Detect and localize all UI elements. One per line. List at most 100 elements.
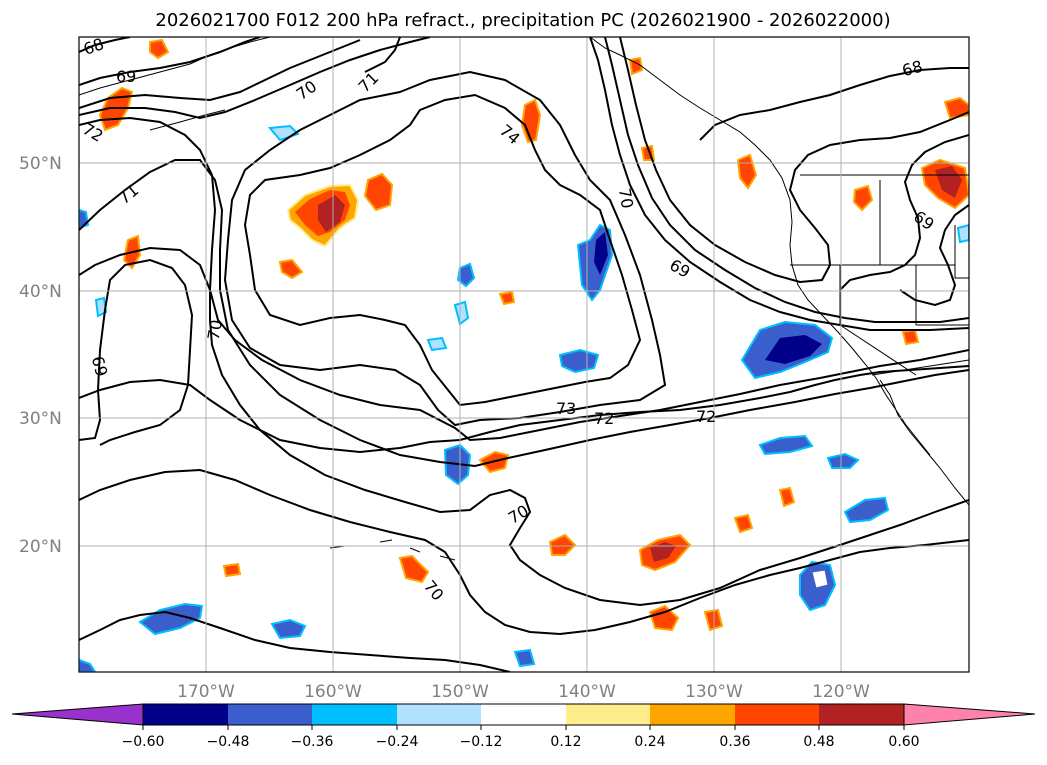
pc-negative-region bbox=[94, 296, 108, 318]
pc-negative-region bbox=[456, 262, 476, 288]
colorbar-extend-low bbox=[11, 703, 144, 726]
contour-71-nw bbox=[79, 37, 431, 120]
map-title: 2026021700 F012 200 hPa refract., precip… bbox=[155, 10, 890, 31]
colorbar-tick-label: −0.48 bbox=[207, 734, 250, 750]
coastline bbox=[79, 37, 271, 96]
state-border bbox=[790, 180, 969, 376]
lon-label: 120°W bbox=[812, 682, 870, 702]
lon-label: 150°W bbox=[431, 682, 489, 702]
colorbar-segment bbox=[650, 704, 735, 725]
pc-positive-region bbox=[901, 328, 920, 346]
colorbar-frame bbox=[142, 703, 905, 726]
contour-71 bbox=[79, 159, 969, 468]
pc-positive-region bbox=[318, 195, 345, 232]
pc-negative-region bbox=[138, 602, 204, 636]
pc-negative-region bbox=[826, 452, 860, 469]
contour-label: 72 bbox=[594, 409, 614, 428]
colorbar-segment bbox=[566, 704, 650, 725]
colorbar-ticks bbox=[142, 725, 905, 730]
lat-label: 50°N bbox=[19, 154, 62, 174]
pc-positive-region bbox=[548, 533, 577, 556]
colorbar-segment bbox=[481, 704, 566, 725]
contour-label: 72 bbox=[696, 407, 716, 426]
pc-negative-region bbox=[758, 434, 814, 456]
contour-68-se bbox=[79, 610, 511, 672]
colorbar-extend-high bbox=[903, 703, 1036, 726]
pc-positive-region bbox=[398, 554, 430, 584]
colorbar-tick-label: −0.60 bbox=[122, 734, 165, 750]
contour-70 bbox=[79, 246, 969, 607]
colorbar-tick-labels: −0.60 −0.48 −0.36 −0.24 −0.12 0.12 0.24 … bbox=[122, 734, 920, 750]
contour-68-nw bbox=[79, 37, 131, 53]
colorbar-tick-label: −0.12 bbox=[460, 734, 503, 750]
contour-73 bbox=[223, 70, 667, 427]
contour-ne-a bbox=[589, 37, 969, 331]
refractivity-contours bbox=[79, 37, 969, 672]
contour-label: 68 bbox=[900, 57, 925, 81]
pc-negative-region bbox=[453, 300, 470, 326]
pc-positive-region bbox=[778, 486, 796, 508]
colorbar-tick-label: 0.60 bbox=[888, 734, 919, 750]
colorbar-segment bbox=[735, 704, 819, 725]
contour-69-nw bbox=[79, 37, 261, 86]
contour-label: 73 bbox=[556, 399, 576, 418]
colorbar-tick-label: 0.24 bbox=[634, 734, 665, 750]
graticule bbox=[79, 37, 969, 672]
pc-positive-region bbox=[648, 604, 680, 632]
latitude-labels: 50°N 40°N 30°N 20°N bbox=[19, 154, 62, 557]
contour-69 bbox=[79, 468, 969, 636]
colorbar: −0.60 −0.48 −0.36 −0.24 −0.12 0.12 0.24 … bbox=[11, 703, 1036, 750]
pc-negative-region bbox=[268, 124, 300, 142]
coastline bbox=[149, 109, 226, 131]
pc-negative-region bbox=[270, 618, 307, 640]
colorbar-segment bbox=[397, 704, 481, 725]
colorbar-tick-label: −0.36 bbox=[291, 734, 334, 750]
colorbar-segment bbox=[819, 704, 904, 725]
contour-label: 69 bbox=[88, 354, 112, 379]
colorbar-segment bbox=[228, 704, 312, 725]
precip-negative-areas bbox=[79, 124, 969, 672]
colorbar-tick-label: −0.24 bbox=[376, 734, 419, 750]
contour-72 bbox=[79, 116, 969, 442]
lon-label: 160°W bbox=[304, 682, 362, 702]
map-panel: 68 69 72 71 70 71 74 70 69 70 69 68 69 7… bbox=[78, 34, 970, 673]
pc-negative-region bbox=[79, 658, 97, 672]
contour-ne-c bbox=[619, 37, 969, 284]
pc-positive-region bbox=[149, 38, 170, 60]
contour-ne-d bbox=[699, 67, 969, 141]
colorbar-tick-label: 0.12 bbox=[550, 734, 581, 750]
pc-positive-region bbox=[278, 258, 304, 280]
lat-label: 20°N bbox=[19, 537, 62, 557]
baja-coast bbox=[879, 379, 969, 506]
pc-negative-region bbox=[956, 223, 969, 244]
contour-70-nw bbox=[79, 39, 361, 109]
pc-negative-region bbox=[594, 232, 608, 275]
pc-negative-region bbox=[426, 336, 448, 352]
pc-negative-region bbox=[811, 569, 829, 589]
colorbar-tick-label: 0.36 bbox=[719, 734, 750, 750]
contour-label: 70 bbox=[615, 187, 637, 210]
pc-positive-region bbox=[733, 513, 754, 534]
colorbar-tick-label: 0.48 bbox=[803, 734, 834, 750]
coastline bbox=[329, 539, 456, 561]
contour-ne-b bbox=[604, 37, 969, 323]
lat-label: 40°N bbox=[19, 282, 62, 302]
lon-label: 130°W bbox=[685, 682, 743, 702]
colorbar-segment bbox=[143, 704, 228, 725]
map-frame bbox=[78, 36, 970, 673]
contour-label: 69 bbox=[116, 67, 136, 86]
pc-negative-region bbox=[513, 648, 536, 668]
pc-positive-region bbox=[650, 542, 676, 562]
pc-positive-region bbox=[943, 96, 969, 120]
pc-positive-region bbox=[852, 184, 874, 212]
contour-72-inner bbox=[79, 365, 969, 454]
contour-ne-e bbox=[839, 134, 969, 291]
pc-positive-region bbox=[222, 562, 242, 578]
lat-label: 30°N bbox=[19, 409, 62, 429]
pc-positive-region bbox=[935, 166, 962, 198]
lon-label: 170°W bbox=[177, 682, 235, 702]
pc-positive-region bbox=[498, 290, 516, 306]
pc-positive-region bbox=[520, 98, 542, 144]
contour-ne-f bbox=[899, 204, 969, 307]
